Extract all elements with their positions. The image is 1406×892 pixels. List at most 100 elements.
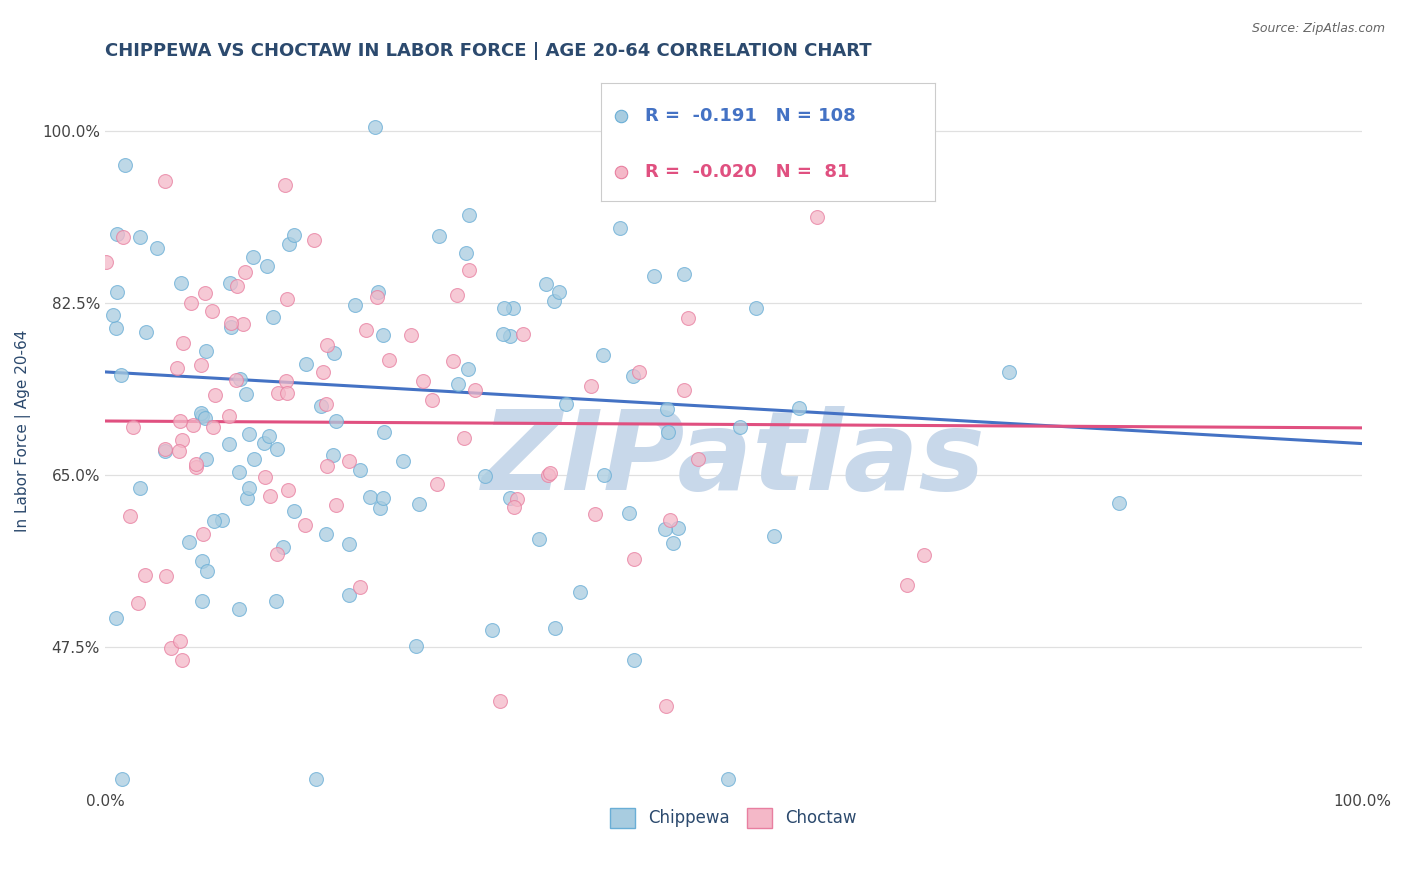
Point	[370, 500, 392, 515]
Point	[166, 361, 188, 376]
Point	[201, 304, 224, 318]
Point	[420, 393, 443, 408]
Point	[283, 227, 305, 242]
Point	[325, 499, 347, 513]
Point	[617, 506, 640, 520]
Point	[446, 287, 468, 301]
Point	[128, 481, 150, 495]
Point	[344, 298, 367, 312]
Point	[609, 220, 631, 235]
Point	[657, 425, 679, 440]
Point	[294, 518, 316, 533]
Point	[1108, 496, 1130, 510]
Point	[232, 317, 254, 331]
Point	[127, 596, 149, 610]
Point	[181, 418, 204, 433]
Point	[179, 535, 201, 549]
Point	[194, 411, 217, 425]
Point	[155, 569, 177, 583]
Point	[481, 623, 503, 637]
Point	[146, 241, 169, 255]
Point	[259, 489, 281, 503]
Point	[242, 250, 264, 264]
Point	[170, 277, 193, 291]
Point	[112, 230, 135, 244]
Point	[169, 414, 191, 428]
Point	[134, 568, 156, 582]
Point	[728, 420, 751, 434]
Point	[278, 237, 301, 252]
Point	[499, 491, 522, 506]
Point	[160, 641, 183, 656]
Point	[254, 470, 277, 484]
Point	[427, 229, 450, 244]
Point	[325, 414, 347, 428]
Point	[492, 326, 515, 341]
Point	[655, 402, 678, 417]
Point	[105, 321, 128, 335]
Point	[621, 368, 644, 383]
Point	[311, 366, 333, 380]
Point	[789, 401, 811, 416]
Point	[337, 537, 360, 551]
Point	[172, 433, 194, 447]
Point	[534, 277, 557, 291]
Point	[494, 301, 516, 315]
Point	[153, 443, 176, 458]
Point	[717, 772, 740, 787]
Point	[204, 387, 226, 401]
Point	[371, 491, 394, 505]
Point	[226, 279, 249, 293]
Point	[568, 585, 591, 599]
Point	[110, 368, 132, 382]
Point	[315, 397, 337, 411]
Point	[366, 290, 388, 304]
Text: CHIPPEWA VS CHOCTAW IN LABOR FORCE | AGE 20-64 CORRELATION CHART: CHIPPEWA VS CHOCTAW IN LABOR FORCE | AGE…	[105, 42, 872, 60]
Point	[322, 449, 344, 463]
Point	[276, 385, 298, 400]
Point	[349, 462, 371, 476]
Point	[195, 344, 218, 359]
Point	[243, 451, 266, 466]
Point	[529, 532, 551, 546]
Point	[623, 653, 645, 667]
Point	[673, 267, 696, 281]
Point	[256, 260, 278, 274]
Point	[190, 554, 212, 568]
Text: ZIPatlas: ZIPatlas	[482, 406, 986, 513]
Point	[998, 366, 1021, 380]
Point	[454, 246, 477, 260]
Y-axis label: In Labor Force | Age 20-64: In Labor Force | Age 20-64	[15, 330, 31, 532]
Point	[259, 429, 281, 443]
Point	[373, 425, 395, 439]
Point	[253, 436, 276, 450]
Point	[443, 354, 465, 368]
Point	[458, 208, 481, 222]
Point	[662, 535, 685, 549]
Point	[238, 426, 260, 441]
Point	[349, 580, 371, 594]
Point	[896, 578, 918, 592]
Point	[105, 227, 128, 241]
Point	[276, 292, 298, 306]
Point	[228, 602, 250, 616]
Point	[359, 490, 381, 504]
Point	[184, 457, 207, 471]
Point	[315, 338, 337, 352]
Point	[211, 514, 233, 528]
Point	[96, 254, 118, 268]
Point	[195, 564, 218, 578]
Point	[499, 329, 522, 343]
Point	[367, 285, 389, 299]
Point	[399, 327, 422, 342]
Point	[277, 483, 299, 497]
Point	[169, 633, 191, 648]
Point	[267, 385, 290, 400]
Point	[235, 387, 257, 401]
Point	[412, 374, 434, 388]
Point	[105, 610, 128, 624]
Point	[464, 383, 486, 397]
Point	[229, 372, 252, 386]
Point	[315, 527, 337, 541]
Point	[218, 437, 240, 451]
